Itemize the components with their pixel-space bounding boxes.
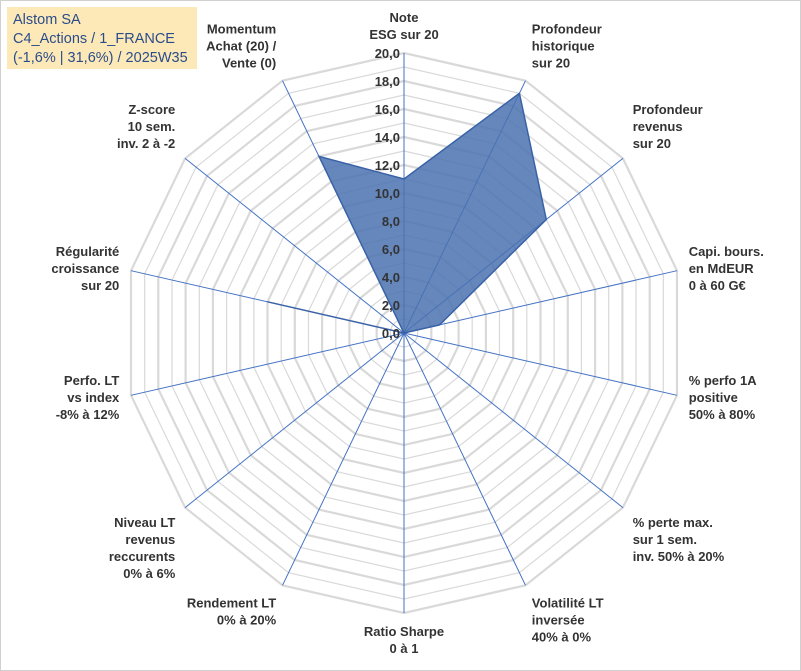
axis-label: Volatilité LT inversée 40% à 0%: [532, 595, 604, 644]
chart-title-box: Alstom SA C4_Actions / 1_FRANCE (-1,6% |…: [7, 7, 197, 69]
axis-label-line: Ratio Sharpe: [364, 624, 444, 639]
axis-label-line: 0 à 60 G€: [689, 278, 746, 293]
axis-label-line: 50% à 80%: [689, 407, 756, 422]
axis-label-line: Vente (0): [222, 56, 276, 71]
axis-label-line: sur 20: [81, 278, 119, 293]
axis-label: Profondeur revenus sur 20: [633, 102, 703, 151]
tick-label: 2,0: [382, 298, 400, 313]
axis-label-line: 0% à 6%: [123, 566, 175, 581]
axis-label: Note ESG sur 20: [369, 10, 438, 42]
axis-label-line: historique: [532, 39, 595, 54]
title-line-3: (-1,6% | 31,6%) / 2025W35: [13, 50, 188, 66]
axis-spoke: [184, 332, 405, 508]
axis-label-line: Volatilité LT: [532, 595, 604, 610]
axis-label-line: Niveau LT: [114, 515, 175, 530]
tick-label: 6,0: [382, 242, 400, 257]
axis-label-line: % perte max.: [633, 515, 713, 530]
tick-label: 4,0: [382, 270, 400, 285]
axis-label-line: Capi. bours.: [689, 244, 764, 259]
tick-label: 8,0: [382, 214, 400, 229]
axis-spoke: [130, 332, 405, 396]
axis-label: Niveau LT revenus reccurents 0% à 6%: [109, 515, 176, 581]
axis-label: Perfo. LT vs index -8% à 12%: [56, 373, 120, 422]
axis-label-line: vs index: [67, 390, 120, 405]
data-layer: [267, 92, 548, 335]
axis-spoke: [403, 332, 526, 586]
axis-label-line: inversée: [532, 612, 585, 627]
axis-label-line: ESG sur 20: [369, 27, 438, 42]
tick-label: 18,0: [375, 74, 400, 89]
axis-label-line: positive: [689, 390, 738, 405]
axis-label: Ratio Sharpe 0 à 1: [364, 624, 444, 656]
axis-label-line: reccurents: [109, 549, 175, 564]
tick-label: 20,0: [375, 46, 400, 61]
title-line-2: C4_Actions / 1_FRANCE: [13, 31, 175, 47]
tick-layer: 0,0 2,0 4,0 6,0 8,0 10,0 12,0 14,0 16,0 18,0 20,0: [375, 46, 400, 341]
data-area: [267, 92, 548, 335]
axis-label: Z-score 10 sem. inv. 2 à -2: [117, 102, 175, 151]
axis-label: Rendement LT 0% à 20%: [187, 595, 277, 627]
tick-label: 16,0: [375, 102, 400, 117]
axis-label-line: sur 1 sem.: [633, 532, 697, 547]
axis-spoke: [403, 332, 624, 508]
axis-label-line: inv. 2 à -2: [117, 136, 175, 151]
axis-label-line: Note: [390, 10, 419, 25]
axis-label: Momentum Achat (20) / Vente (0): [206, 22, 276, 71]
axis-label-line: revenus: [633, 119, 683, 134]
tick-label: 10,0: [375, 186, 400, 201]
axis-label-line: Régularité: [56, 244, 120, 259]
axis-label-line: 10 sem.: [128, 119, 176, 134]
axis-spoke: [403, 270, 678, 334]
axis-label-line: Momentum: [207, 22, 276, 37]
axis-label: % perfo 1A positive 50% à 80%: [689, 373, 758, 422]
axis-label-line: Rendement LT: [187, 595, 276, 610]
axis-label-line: % perfo 1A: [689, 373, 758, 388]
tick-label: 12,0: [375, 158, 400, 173]
axis-label-line: revenus: [125, 532, 175, 547]
axis-label: % perte max. sur 1 sem. inv. 50% à 20%: [633, 515, 725, 564]
axis-label: Capi. bours. en MdEUR 0 à 60 G€: [689, 244, 764, 293]
axis-label-line: en MdEUR: [689, 261, 755, 276]
axis-spoke: [184, 158, 405, 334]
axis-label-line: croissance: [51, 261, 119, 276]
axis-label-line: sur 20: [532, 56, 570, 71]
axis-label-line: Perfo. LT: [64, 373, 119, 388]
axis-label-line: Profondeur: [633, 102, 703, 117]
axis-label: Régularité croissance sur 20: [51, 244, 119, 293]
tick-label: 14,0: [375, 130, 400, 145]
axis-label-line: 0 à 1: [390, 641, 419, 656]
label-layer: Note ESG sur 20 Profondeur historique sur 20…: [51, 10, 763, 656]
axis-label: Profondeur historique sur 20: [532, 22, 602, 71]
axis-label-line: -8% à 12%: [56, 407, 120, 422]
axis-label-line: Z-score: [128, 102, 175, 117]
axis-label-line: Achat (20) /: [206, 39, 276, 54]
axis-spoke: [282, 332, 405, 586]
axis-label-line: 40% à 0%: [532, 629, 592, 644]
axis-spoke: [403, 332, 678, 396]
title-line-1: Alstom SA: [13, 12, 81, 28]
axis-label-line: sur 20: [633, 136, 671, 151]
tick-label: 0,0: [382, 326, 400, 341]
axis-label-line: 0% à 20%: [217, 612, 277, 627]
axis-label-line: Profondeur: [532, 22, 602, 37]
axis-label-line: inv. 50% à 20%: [633, 549, 725, 564]
